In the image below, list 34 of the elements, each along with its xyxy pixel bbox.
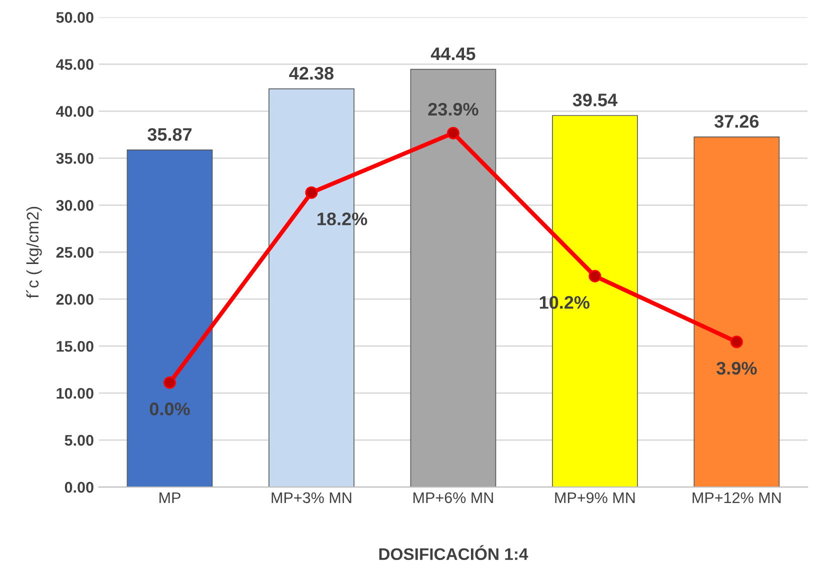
y-tick-label: 25.00 bbox=[56, 246, 94, 258]
y-tick-label: 45.00 bbox=[56, 59, 94, 70]
bar bbox=[126, 150, 213, 488]
data-label: 3.9% bbox=[716, 362, 757, 375]
data-label: 39.54 bbox=[572, 94, 618, 106]
y-tick-label: 10.00 bbox=[56, 388, 94, 399]
x-tick-label: MP+3% MN bbox=[272, 492, 352, 504]
bar bbox=[694, 136, 780, 488]
y-tick-label: 30.00 bbox=[56, 200, 94, 211]
y-axis-title: f´c ( kg/cm2) bbox=[26, 206, 42, 298]
data-label: 0.0% bbox=[150, 402, 190, 416]
y-tick-label: 40.00 bbox=[56, 106, 94, 117]
y-tick-label: 5.00 bbox=[64, 434, 94, 446]
data-label: 35.87 bbox=[148, 128, 192, 141]
data-label: 23.9% bbox=[428, 102, 478, 116]
data-label: 44.45 bbox=[430, 48, 476, 60]
y-tick-label: 0.00 bbox=[64, 482, 94, 493]
x-tick-label: MP+9% MN bbox=[555, 492, 635, 504]
point bbox=[163, 376, 176, 389]
point bbox=[730, 336, 743, 348]
x-tick-label: MP+12% MN bbox=[692, 492, 781, 504]
point bbox=[588, 270, 602, 282]
point bbox=[446, 126, 460, 140]
point bbox=[305, 186, 318, 199]
bar bbox=[410, 68, 496, 488]
x-tick-label: MP+6% MN bbox=[413, 492, 493, 504]
data-label: 37.26 bbox=[714, 115, 759, 128]
data-label: 42.38 bbox=[289, 66, 334, 80]
x-tick-label: MP bbox=[160, 492, 180, 503]
y-tick-label: 20.00 bbox=[56, 294, 94, 305]
x-axis-title: DOSIFICACIÓN 1:4 bbox=[379, 545, 528, 560]
y-tick-label: 15.00 bbox=[56, 340, 94, 352]
y-tick-label: 50.00 bbox=[56, 12, 94, 23]
y-tick-label: 35.00 bbox=[56, 153, 94, 164]
